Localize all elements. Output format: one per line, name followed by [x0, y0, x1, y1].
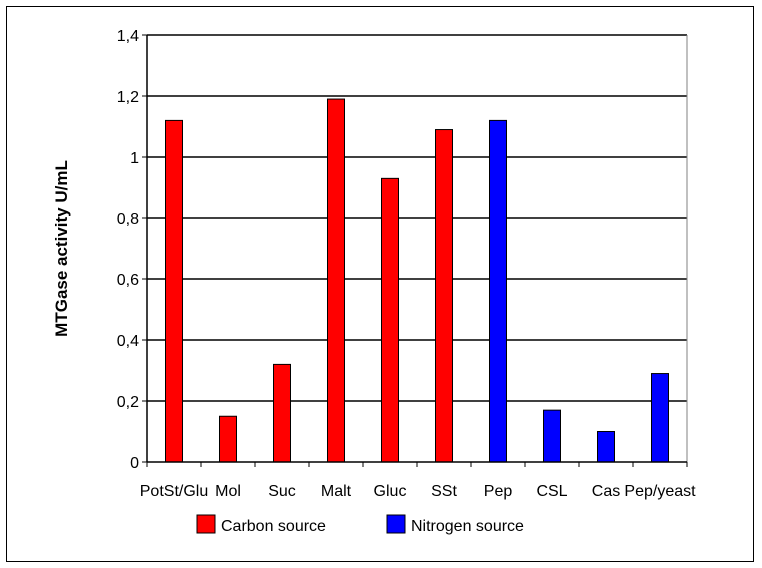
bar-csl — [543, 409, 561, 463]
legend-label-carbon-source: Carbon source — [221, 518, 326, 535]
y-tick-label: 1,2 — [117, 89, 139, 106]
bar-potst-glu — [165, 119, 183, 463]
bar-pep-yeast — [651, 373, 669, 463]
y-tick-label: 0 — [130, 455, 139, 472]
bar-chart: 0 0,2 0,4 0,6 0,8 1 1,2 1,4 PotSt/Glu Mol Suc Malt… — [52, 28, 696, 535]
bars — [165, 98, 669, 463]
y-axis-label: MTGase activity U/mL — [52, 160, 71, 337]
legend-swatch-nitrogen-source — [386, 514, 406, 534]
axes — [142, 34, 688, 467]
y-tick-label: 0,8 — [117, 211, 139, 228]
x-tick-label: PotSt/Glu — [140, 483, 208, 500]
chart-frame: 0 0,2 0,4 0,6 0,8 1 1,2 1,4 PotSt/Glu Mol Suc Malt… — [6, 6, 754, 562]
y-tick-label: 0,2 — [117, 394, 139, 411]
bar-mol — [219, 415, 237, 463]
bar-suc — [273, 363, 291, 463]
y-tick-label: 0,4 — [117, 333, 139, 350]
x-tick-label: Cas — [592, 483, 620, 500]
x-tick-label: Gluc — [374, 483, 407, 500]
y-tick-labels: 0 0,2 0,4 0,6 0,8 1 1,2 1,4 — [117, 28, 139, 472]
x-tick-label: Pep — [484, 483, 513, 500]
x-tick-label: Mol — [215, 483, 241, 500]
legend-label-nitrogen-source: Nitrogen source — [411, 518, 524, 535]
x-tick-label: Malt — [321, 483, 352, 500]
x-tick-label: Suc — [268, 483, 296, 500]
bar-pep — [489, 119, 507, 463]
y-tick-label: 1,4 — [117, 28, 139, 45]
legend: Carbon source Nitrogen source — [196, 514, 524, 535]
bar-sst — [435, 129, 453, 463]
bar-cas — [597, 431, 615, 463]
bar-malt — [327, 98, 345, 463]
x-tick-label: SSt — [431, 483, 457, 500]
legend-swatch-carbon-source — [196, 514, 216, 534]
gridlines — [147, 34, 687, 402]
y-tick-label: 0,6 — [117, 272, 139, 289]
x-tick-label: Pep/yeast — [624, 483, 696, 500]
y-tick-label: 1 — [130, 150, 139, 167]
x-tick-label: CSL — [536, 483, 567, 500]
x-tick-labels: PotSt/Glu Mol Suc Malt Gluc SSt Pep CSL Cas Pep/y… — [140, 483, 696, 500]
bar-gluc — [381, 177, 399, 463]
